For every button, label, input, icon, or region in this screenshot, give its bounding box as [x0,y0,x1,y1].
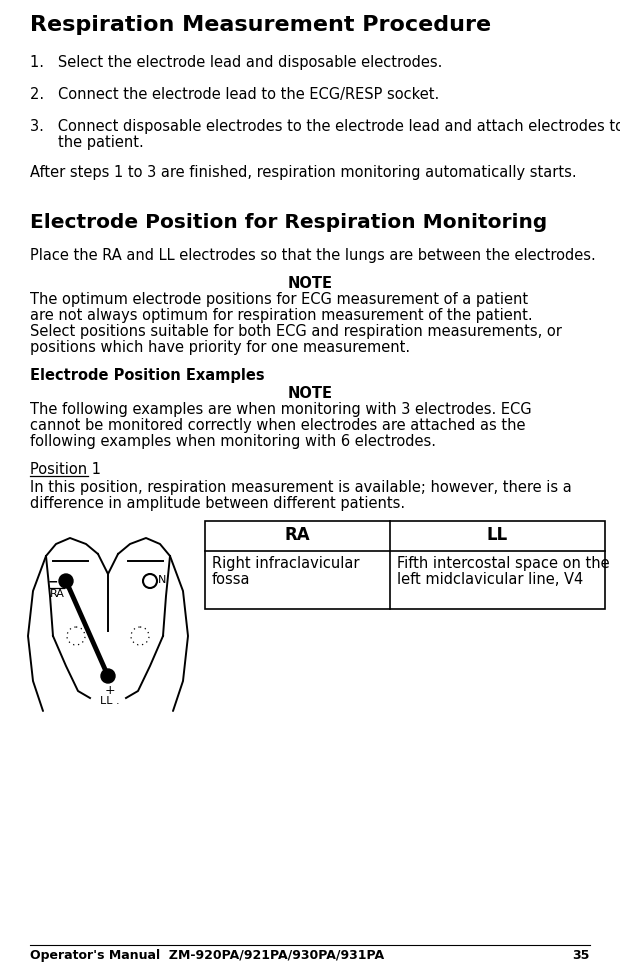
Text: 3.   Connect disposable electrodes to the electrode lead and attach electrodes t: 3. Connect disposable electrodes to the … [30,119,620,134]
Text: N: N [158,575,166,585]
Circle shape [101,669,115,683]
Text: After steps 1 to 3 are finished, respiration monitoring automatically starts.: After steps 1 to 3 are finished, respira… [30,165,577,180]
Text: +: + [105,684,115,697]
Text: −: − [48,575,58,588]
Bar [205,521,605,609]
Text: Respiration Measurement Procedure: Respiration Measurement Procedure [30,15,491,35]
Text: NOTE: NOTE [288,386,332,401]
Text: Select positions suitable for both ECG and respiration measurements, or: Select positions suitable for both ECG a… [30,324,562,339]
Text: Electrode Position Examples: Electrode Position Examples [30,368,265,383]
Text: Fifth intercostal space on the: Fifth intercostal space on the [397,556,609,571]
Text: In this position, respiration measurement is available; however, there is a: In this position, respiration measuremen… [30,480,572,495]
Text: LL: LL [487,526,508,544]
Text: difference in amplitude between different patients.: difference in amplitude between differen… [30,496,405,511]
Text: The following examples are when monitoring with 3 electrodes. ECG: The following examples are when monitori… [30,402,531,417]
Text: Operator's Manual  ZM-920PA/921PA/930PA/931PA: Operator's Manual ZM-920PA/921PA/930PA/9… [30,949,384,962]
Text: Position 1: Position 1 [30,462,101,477]
Text: Right infraclavicular: Right infraclavicular [212,556,360,571]
Text: 2.   Connect the electrode lead to the ECG/RESP socket.: 2. Connect the electrode lead to the ECG… [30,87,439,102]
Text: 35: 35 [573,949,590,962]
Text: Place the RA and LL electrodes so that the lungs are between the electrodes.: Place the RA and LL electrodes so that t… [30,248,596,263]
Text: the patient.: the patient. [58,135,144,150]
Text: are not always optimum for respiration measurement of the patient.: are not always optimum for respiration m… [30,308,533,323]
Text: The optimum electrode positions for ECG measurement of a patient: The optimum electrode positions for ECG … [30,292,528,307]
Text: cannot be monitored correctly when electrodes are attached as the: cannot be monitored correctly when elect… [30,418,526,433]
Text: fossa: fossa [212,572,250,587]
Text: RA: RA [285,526,311,544]
Text: left midclavicular line, V4: left midclavicular line, V4 [397,572,583,587]
Text: following examples when monitoring with 6 electrodes.: following examples when monitoring with … [30,434,436,449]
Text: Electrode Position for Respiration Monitoring: Electrode Position for Respiration Monit… [30,213,547,232]
Text: LL .: LL . [100,696,120,706]
Circle shape [59,574,73,588]
Text: RA: RA [50,589,65,599]
Text: 1.   Select the electrode lead and disposable electrodes.: 1. Select the electrode lead and disposa… [30,55,443,70]
Text: positions which have priority for one measurement.: positions which have priority for one me… [30,340,410,355]
Text: NOTE: NOTE [288,276,332,291]
